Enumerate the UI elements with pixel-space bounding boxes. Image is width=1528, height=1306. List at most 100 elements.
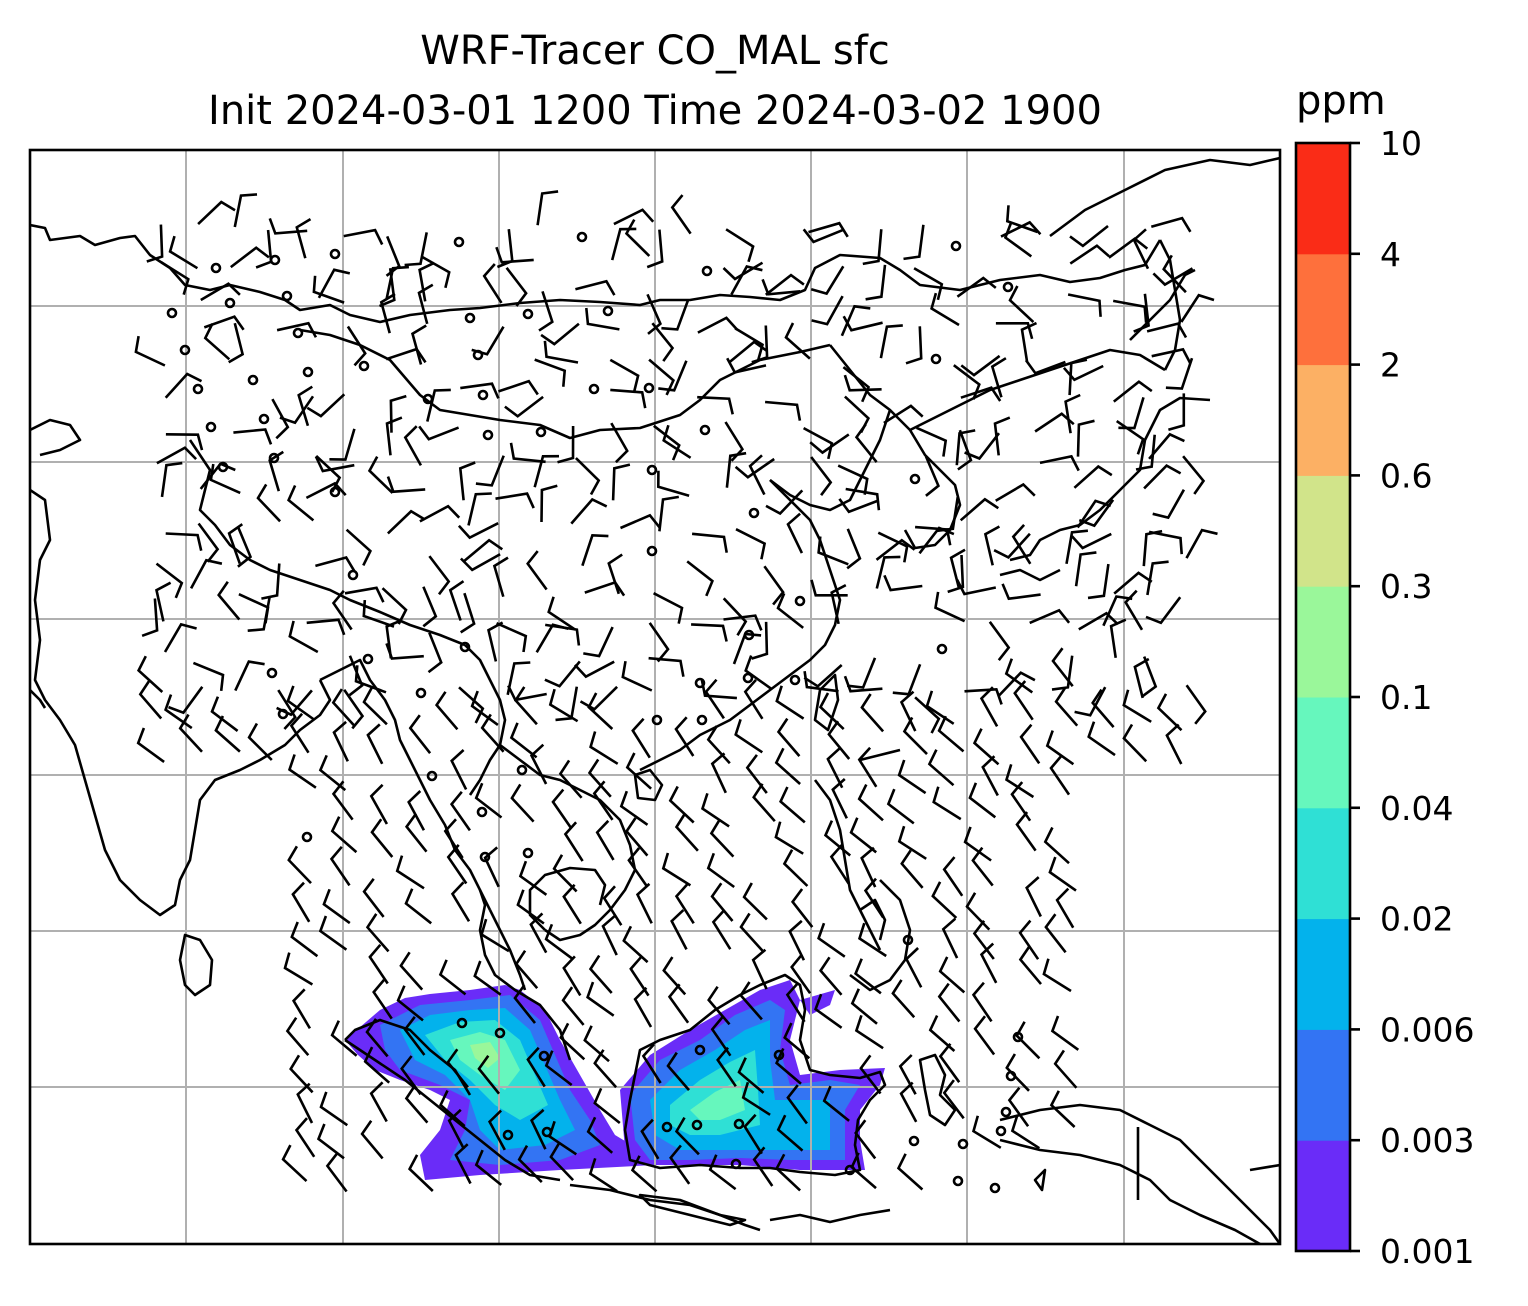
wind-barb — [1069, 244, 1110, 265]
wind-barb — [404, 1084, 429, 1124]
wind-barb — [810, 265, 845, 296]
wind-barb — [480, 713, 505, 753]
wind-barb — [610, 388, 647, 409]
wind-barb — [1018, 945, 1042, 985]
wind-barb — [404, 812, 428, 853]
wind-barb — [156, 446, 198, 465]
wind-barb — [287, 484, 315, 522]
wind-barb — [1045, 730, 1075, 766]
wind-barb — [630, 1155, 658, 1193]
wind-barb — [737, 1057, 765, 1094]
colorbar-segment — [1296, 1029, 1350, 1141]
wind-barb — [786, 1084, 808, 1125]
wind-barb — [1042, 958, 1072, 993]
calm-marker — [773, 1049, 785, 1061]
wind-barb — [1142, 529, 1163, 567]
wind-barb — [1133, 293, 1151, 333]
wind-barb — [883, 404, 924, 425]
wind-barb — [1049, 755, 1071, 796]
wind-barb — [1180, 293, 1215, 323]
wind-barb — [1109, 618, 1127, 658]
wind-barb — [573, 660, 615, 679]
wind-barb — [631, 717, 651, 759]
wind-barb — [1078, 499, 1115, 528]
wind-barb — [1051, 655, 1074, 691]
wind-barb — [905, 326, 923, 365]
calm-marker — [281, 290, 293, 302]
wind-barb — [583, 1025, 610, 1063]
wind-barb — [810, 456, 833, 496]
wind-barb — [496, 622, 528, 653]
wind-barb — [782, 849, 809, 887]
wind-barb — [1004, 764, 1035, 799]
calm-marker — [292, 327, 304, 339]
calm-marker — [179, 344, 191, 356]
wind-barb — [330, 1020, 358, 1057]
wind-barb — [1003, 222, 1033, 258]
wind-barb — [587, 692, 614, 730]
wind-barb — [955, 579, 997, 596]
wind-barb — [739, 912, 764, 952]
wind-barb — [691, 532, 728, 553]
wind-barb — [662, 424, 692, 459]
wind-barb — [285, 1016, 310, 1057]
wind-barb — [289, 712, 310, 754]
calm-marker — [166, 307, 178, 319]
wind-barb — [297, 385, 313, 427]
wind-barb — [463, 538, 504, 562]
calm-marker — [742, 672, 754, 684]
wind-barb — [751, 621, 769, 660]
wind-barb — [268, 217, 308, 235]
wind-barb — [857, 922, 887, 958]
calm-marker — [453, 236, 465, 248]
wind-barb — [314, 455, 355, 473]
wind-barb — [386, 476, 426, 494]
calm-marker — [217, 461, 229, 473]
wind-barb — [932, 786, 962, 821]
calm-marker — [502, 1129, 514, 1141]
wind-barb — [134, 335, 166, 367]
wind-barb — [914, 696, 941, 734]
wind-barb — [1133, 657, 1150, 699]
wind-barb — [802, 228, 844, 244]
calm-marker — [205, 421, 217, 433]
wind-barb — [722, 597, 748, 636]
calm-marker — [995, 1125, 1007, 1137]
colorbar-tick-label: 0.02 — [1380, 900, 1453, 939]
calm-marker — [541, 1126, 553, 1138]
wind-barb — [209, 463, 241, 495]
wind-barb — [389, 394, 407, 433]
wind-barb — [385, 416, 403, 456]
wind-barb — [1152, 267, 1194, 287]
calm-marker — [844, 1164, 856, 1176]
wind-barb — [915, 525, 952, 546]
wind-barb — [460, 382, 500, 399]
wind-barb — [667, 983, 690, 1024]
wind-barb — [607, 553, 623, 595]
wind-barb — [892, 663, 922, 696]
wind-barb — [875, 555, 901, 589]
wind-barb — [925, 690, 955, 725]
wind-barb — [1151, 347, 1192, 365]
wind-barb — [913, 267, 944, 301]
wind-barb — [860, 693, 885, 733]
wind-barb — [1005, 205, 1038, 234]
wind-barb — [454, 1143, 472, 1185]
wind-barb — [330, 816, 358, 854]
wind-barb — [724, 421, 745, 462]
wind-barb — [619, 790, 649, 826]
wind-barb — [586, 1116, 614, 1154]
wind-barb — [362, 687, 388, 726]
wind-barb — [587, 758, 612, 798]
wind-barb — [784, 322, 811, 360]
wind-barb — [648, 656, 685, 677]
wind-barb — [745, 754, 768, 794]
calm-marker — [535, 426, 547, 438]
wind-barb — [1123, 589, 1144, 631]
wind-barb — [904, 947, 923, 988]
wind-barb — [404, 888, 433, 925]
wind-barb — [379, 292, 396, 334]
wind-barb — [725, 451, 747, 488]
wind-barb — [686, 560, 714, 597]
wind-barb — [622, 925, 649, 964]
